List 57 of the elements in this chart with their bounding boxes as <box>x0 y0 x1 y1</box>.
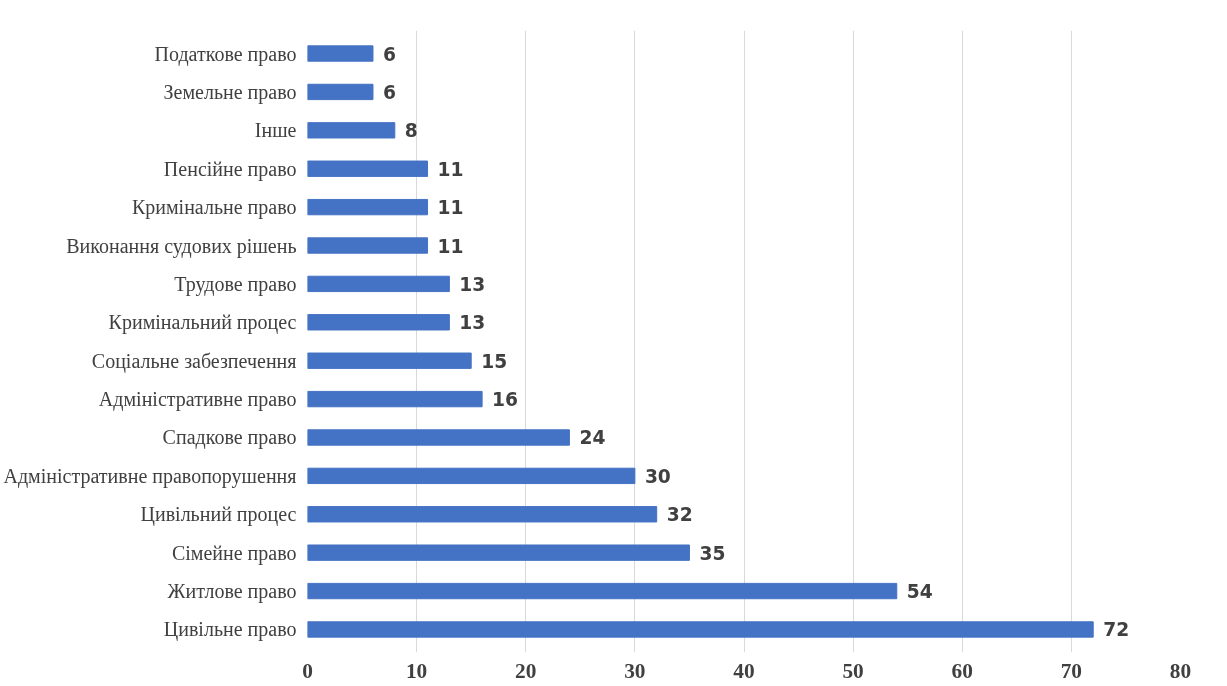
bar <box>307 122 396 139</box>
x-tick-label: 80 <box>1169 658 1192 683</box>
bar <box>307 467 636 485</box>
y-tick-label: Спадкове право <box>162 426 297 450</box>
x-tick-label: 0 <box>302 658 313 683</box>
y-tick-label: Житлове право <box>167 580 297 604</box>
data-label: 72 <box>1103 619 1130 641</box>
y-tick-label: Цивільний процес <box>140 503 297 527</box>
x-tick-label: 10 <box>405 658 428 683</box>
data-label: 32 <box>666 504 693 526</box>
x-tick-label: 60 <box>951 658 973 683</box>
y-tick-label: Інше <box>254 119 297 142</box>
y-tick-label: Трудове право <box>174 272 297 296</box>
x-tick-label: 50 <box>842 658 864 683</box>
bar <box>307 390 483 408</box>
bar <box>307 582 898 600</box>
x-tick-label: 20 <box>515 658 537 683</box>
data-label: 54 <box>906 581 933 603</box>
data-label: 13 <box>459 312 486 334</box>
data-label: 30 <box>644 465 671 487</box>
y-tick-label: Сімейне право <box>171 541 297 565</box>
y-tick-label: Податкове право <box>154 42 297 66</box>
data-label: 13 <box>459 273 486 295</box>
bar <box>307 352 472 369</box>
y-tick-label: Адміністративне правопорушення <box>3 464 297 488</box>
x-tick-label: 70 <box>1060 658 1083 683</box>
y-tick-label: Виконання судових рішень <box>66 234 297 258</box>
bar <box>307 621 1094 638</box>
bar <box>307 237 429 254</box>
data-label: 11 <box>437 197 464 219</box>
bar <box>307 544 690 561</box>
data-label: 8 <box>404 120 418 142</box>
bar <box>307 83 374 101</box>
y-tick-label: Соціальне забезпечення <box>91 349 297 373</box>
data-label: 6 <box>382 81 396 103</box>
bar <box>307 429 570 446</box>
data-label: 11 <box>437 158 464 180</box>
data-label: 16 <box>492 389 519 411</box>
data-label: 35 <box>699 542 726 564</box>
x-tick-label: 40 <box>733 658 755 683</box>
y-tick-label: Земельне право <box>163 80 297 104</box>
data-label: 24 <box>579 427 606 449</box>
y-tick-label: Пенсійне право <box>163 157 297 181</box>
y-tick-label: Адміністративне право <box>98 388 297 412</box>
data-label: 6 <box>382 43 396 65</box>
y-tick-label: Кримінальний процес <box>108 311 297 335</box>
bar <box>307 506 658 523</box>
y-tick-label: Цивільне право <box>163 618 297 642</box>
bar <box>307 160 429 177</box>
data-label: 15 <box>481 350 508 372</box>
bar <box>307 198 429 216</box>
y-tick-label: Кримінальне право <box>131 196 297 220</box>
x-tick-label: 30 <box>624 658 646 683</box>
data-label: 11 <box>437 235 464 257</box>
bar <box>307 45 374 62</box>
bar <box>307 275 450 293</box>
bar <box>307 314 450 331</box>
